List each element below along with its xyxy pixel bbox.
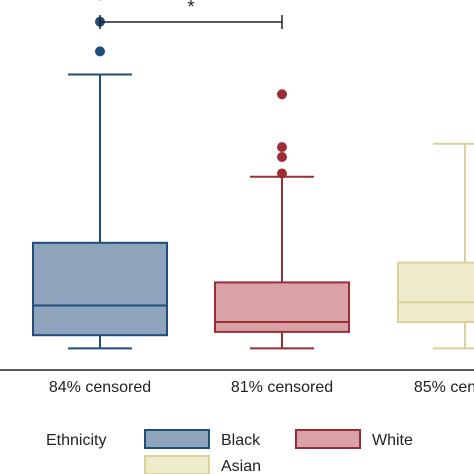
box-white — [214, 89, 350, 350]
x-tick-label: 85% censored — [414, 379, 474, 396]
iqr-box — [214, 281, 350, 333]
iqr-box — [32, 241, 168, 337]
outlier-point — [277, 152, 287, 162]
legend-label-asian: Asian — [221, 458, 261, 474]
legend: Ethnicity Black White Asian — [46, 429, 413, 474]
legend-swatch-white — [295, 429, 361, 449]
legend-title: Ethnicity — [46, 432, 106, 449]
box-black — [32, 0, 168, 350]
significance-star: * — [187, 0, 194, 17]
legend-swatch-asian — [144, 455, 210, 474]
legend-swatch-black — [144, 429, 210, 449]
outlier-point — [95, 46, 105, 57]
iqr-box — [397, 261, 474, 324]
outlier-point — [277, 168, 287, 179]
x-tick-label: 84% censored — [49, 379, 151, 396]
x-tick-labels: 84% censored 81% censored 85% censored — [49, 379, 474, 396]
outlier-point — [277, 89, 287, 100]
outlier-point — [277, 142, 287, 153]
significance-annotation: * — [99, 0, 283, 29]
legend-label-white: White — [372, 432, 413, 449]
box-asian — [397, 142, 474, 350]
plot-area — [32, 0, 474, 350]
x-tick-label: 81% censored — [231, 379, 333, 396]
legend-label-black: Black — [221, 432, 261, 449]
